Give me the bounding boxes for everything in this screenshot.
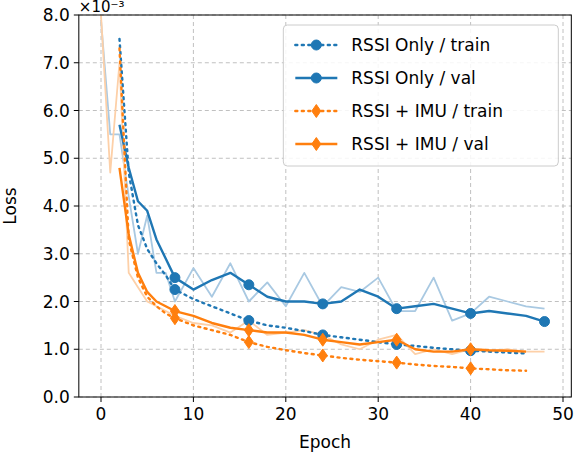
y-tick-label: 6.0 — [43, 101, 70, 121]
x-tick — [563, 397, 564, 402]
legend-box — [283, 25, 558, 166]
x-tick — [285, 397, 286, 402]
series-marker — [318, 299, 328, 309]
x-tick — [101, 397, 102, 402]
x-axis-label: Epoch — [299, 432, 351, 452]
series-marker — [244, 324, 253, 337]
y-tick — [74, 253, 79, 254]
grid — [79, 15, 571, 397]
legend-marker — [311, 40, 321, 50]
y-tick — [74, 397, 79, 398]
y-tick-label: 1.0 — [43, 339, 70, 359]
y-tick-label: 5.0 — [43, 148, 70, 168]
y-tick — [74, 301, 79, 302]
y-multiplier: ×10⁻³ — [79, 0, 125, 16]
series-marker — [392, 356, 401, 369]
x-tick-label: 20 — [275, 404, 297, 424]
y-tick-label: 3.0 — [43, 244, 70, 264]
legend-marker — [311, 73, 321, 83]
y-tick — [74, 349, 79, 350]
series-marker — [170, 305, 179, 318]
y-tick-label: 0.0 — [43, 387, 70, 407]
series-marker — [318, 333, 327, 346]
x-tick — [470, 397, 471, 402]
plot-frame — [79, 15, 571, 397]
ticks: 0 10 20 30 40 50 0.0 1.0 2.0 3.0 4.0 5.0 6.0 7.0 8.0 — [43, 5, 574, 424]
legend: RSSI Only / train RSSI Only / val RSSI + I… — [283, 25, 558, 166]
x-tick-label: 30 — [367, 404, 389, 424]
x-tick-label: 50 — [552, 404, 574, 424]
series-marker — [244, 336, 253, 349]
series-marker — [170, 285, 180, 295]
y-tick — [74, 110, 79, 111]
legend-marker — [312, 105, 321, 118]
series-marker — [466, 362, 475, 375]
x-tick-label: 40 — [460, 404, 482, 424]
x-tick-label: 10 — [183, 404, 205, 424]
y-tick-label: 2.0 — [43, 292, 70, 312]
legend-label: RSSI + IMU / train — [351, 101, 503, 121]
legend-label: RSSI Only / val — [351, 68, 476, 88]
legend-label: RSSI + IMU / val — [351, 134, 488, 154]
series-marker — [540, 317, 550, 327]
x-tick — [378, 397, 379, 402]
y-tick — [74, 62, 79, 63]
series-marker — [318, 349, 327, 362]
chart: 0 10 20 30 40 50 0.0 1.0 2.0 3.0 4.0 5.0 6.0 7.0 8.0 Ep… — [0, 0, 576, 462]
x-tick-label: 0 — [96, 404, 107, 424]
y-tick-label: 8.0 — [43, 5, 70, 25]
y-axis-label: Loss — [0, 187, 20, 224]
series-marker — [392, 304, 402, 314]
y-tick-label: 7.0 — [43, 53, 70, 73]
x-tick — [193, 397, 194, 402]
series-marker — [392, 333, 401, 346]
series-marker — [244, 280, 254, 290]
series-marker — [466, 308, 476, 318]
series-line — [119, 168, 526, 352]
series-marker — [466, 343, 475, 356]
series-marker — [170, 273, 180, 283]
y-tick — [74, 206, 79, 207]
y-tick — [74, 158, 79, 159]
y-tick-label: 4.0 — [43, 196, 70, 216]
y-grid-line — [79, 206, 571, 207]
legend-marker — [312, 138, 321, 151]
legend-label: RSSI Only / train — [351, 35, 490, 55]
